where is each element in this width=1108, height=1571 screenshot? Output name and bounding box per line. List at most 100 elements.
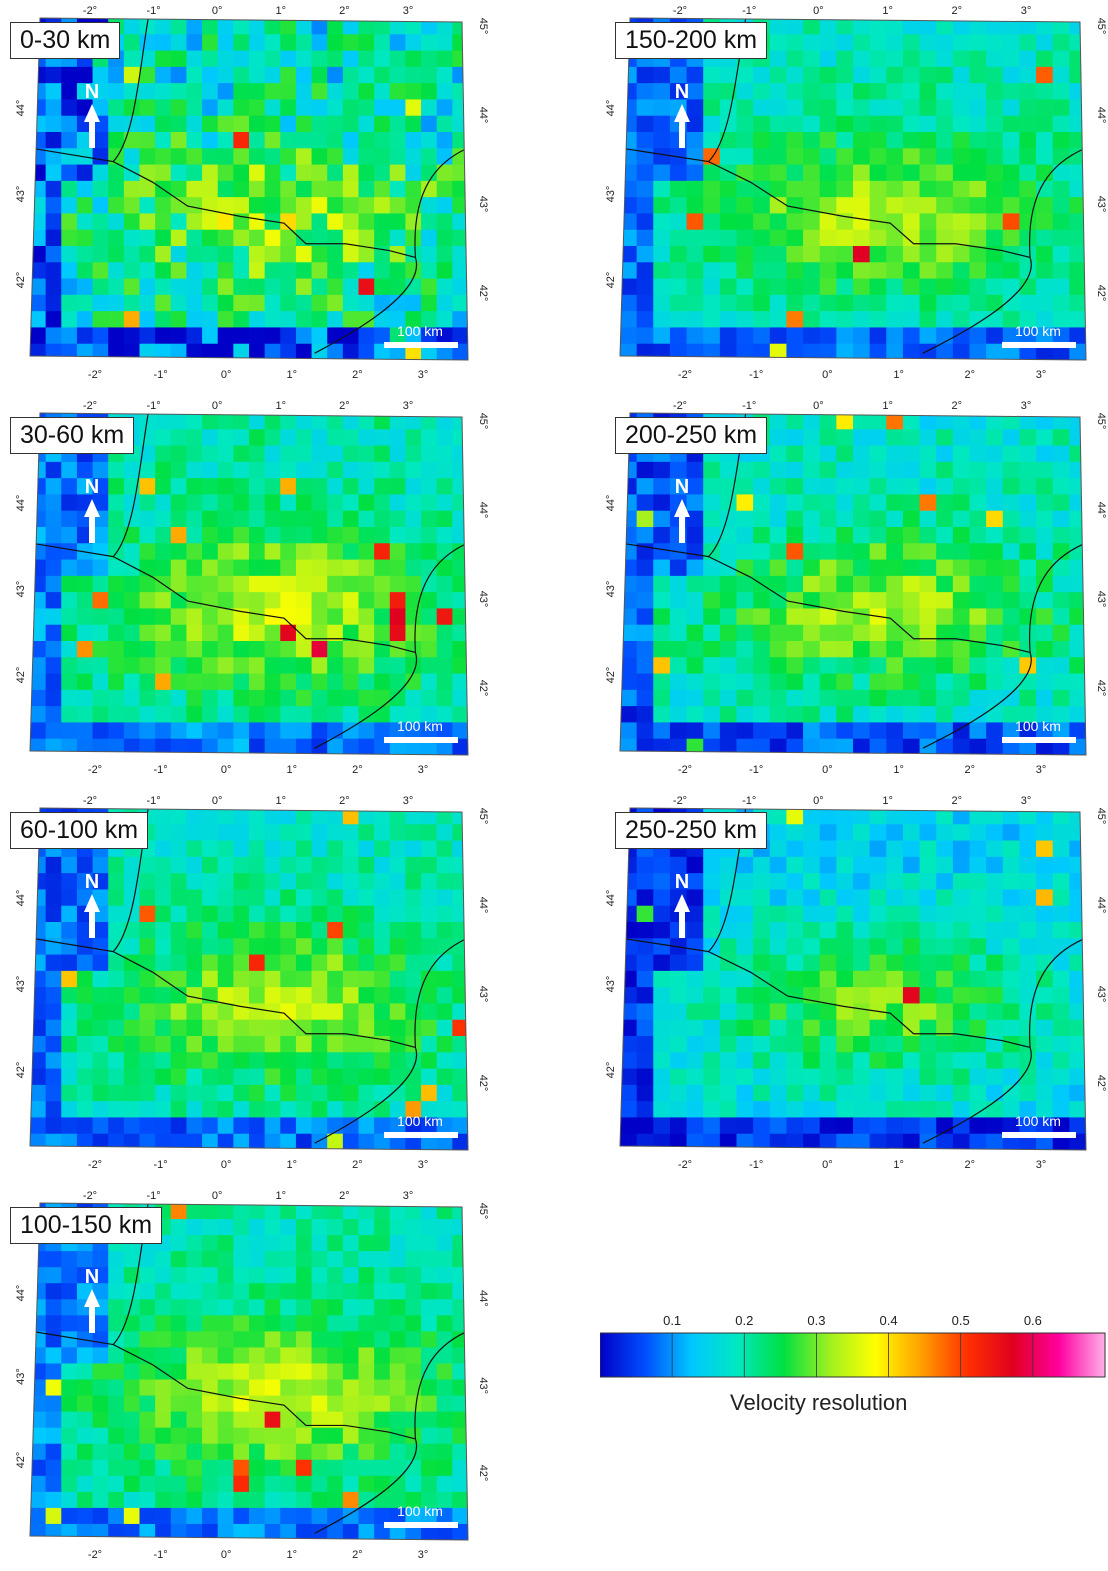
lon-tick-label: 3° <box>418 764 429 776</box>
map-canvas: -2° -1° 0° 1° 2° 3° -2° -1° 0° 1° 2° 3° 44° 43° 42° 45°… <box>15 5 489 381</box>
lon-tick-label: -2° <box>88 764 102 776</box>
north-arrow-icon: N <box>84 871 100 938</box>
map-frame <box>29 1202 469 1541</box>
top-lon-tick-label: -2° <box>673 795 687 807</box>
lon-tick-label: 0° <box>822 1159 833 1171</box>
top-lon-tick-label: 1° <box>276 795 287 807</box>
svg-text:N: N <box>675 476 689 498</box>
right-lat-tick-label: 45° <box>1095 18 1107 35</box>
scale-bar: 100 km <box>1002 323 1076 348</box>
lon-tick-label: 1° <box>893 764 904 776</box>
top-lon-tick-label: 0° <box>813 5 824 17</box>
right-lat-tick-label: 45° <box>477 1203 489 1220</box>
resolution-grid <box>30 18 468 360</box>
right-lat-tick-label: 43° <box>1095 591 1107 608</box>
depth-label: 0-30 km <box>10 22 121 59</box>
right-lat-tick-label: 43° <box>477 986 489 1003</box>
map-frame <box>29 807 469 1151</box>
colorbar-ramp <box>600 1332 1106 1378</box>
top-lon-tick-label: 0° <box>212 1190 223 1202</box>
top-lon-tick-label: 3° <box>403 795 414 807</box>
lat-tick-label: 43° <box>605 581 617 598</box>
right-lat-tick-label: 43° <box>477 196 489 213</box>
map-frame <box>619 412 1087 756</box>
top-lon-tick-label: 0° <box>212 5 223 17</box>
svg-text:N: N <box>85 1266 99 1288</box>
lat-tick-label: 42° <box>15 1452 27 1469</box>
lat-tick-label: 44° <box>15 1285 27 1302</box>
right-lat-tick-label: 44° <box>477 107 489 124</box>
top-lon-tick-label: -1° <box>147 795 161 807</box>
map-panel-p4: -2° -1° 0° 1° 2° 3° -2° -1° 0° 1° 2° 3° 44° 43° 42° 45°… <box>0 1185 490 1570</box>
depth-label: 250-250 km <box>615 812 768 849</box>
top-lon-tick-label: 2° <box>339 1190 350 1202</box>
lat-tick-label: 42° <box>605 667 617 684</box>
top-lon-tick-label: 1° <box>276 1190 287 1202</box>
right-lat-tick-label: 45° <box>477 413 489 430</box>
map-panel-p2: -2° -1° 0° 1° 2° 3° -2° -1° 0° 1° 2° 3° 44° 43° 42° 45°… <box>0 395 490 785</box>
top-lon-tick-label: 1° <box>882 795 893 807</box>
lon-tick-label: -1° <box>154 1159 168 1171</box>
lon-tick-label: 0° <box>221 1159 232 1171</box>
lon-tick-label: -1° <box>154 764 168 776</box>
top-lon-tick-label: 0° <box>212 795 223 807</box>
resolution-grid <box>30 808 468 1150</box>
right-lat-tick-label: 42° <box>1095 680 1107 697</box>
right-lat-tick-label: 44° <box>477 897 489 914</box>
lon-tick-label: -2° <box>88 369 102 381</box>
top-lon-tick-label: 1° <box>276 400 287 412</box>
lon-tick-label: -1° <box>154 369 168 381</box>
top-lon-tick-label: -1° <box>147 5 161 17</box>
top-lon-tick-label: 3° <box>1021 795 1032 807</box>
map-canvas: -2° -1° 0° 1° 2° 3° -2° -1° 0° 1° 2° 3° 44° 43° 42° 45°… <box>605 795 1107 1171</box>
lon-tick-label: 2° <box>352 369 363 381</box>
top-lon-tick-label: -1° <box>742 795 756 807</box>
map-panel-p3: -2° -1° 0° 1° 2° 3° -2° -1° 0° 1° 2° 3° 44° 43° 42° 45°… <box>0 790 490 1180</box>
lon-tick-label: 1° <box>287 1159 298 1171</box>
lat-tick-label: 42° <box>605 1062 617 1079</box>
top-lon-tick-label: 3° <box>403 400 414 412</box>
lat-tick-label: 44° <box>605 890 617 907</box>
map-panel-p1: -2° -1° 0° 1° 2° 3° -2° -1° 0° 1° 2° 3° 44° 43° 42° 45°… <box>0 0 490 390</box>
lon-tick-label: 1° <box>287 369 298 381</box>
top-lon-tick-label: 3° <box>403 5 414 17</box>
top-lon-tick-label: 0° <box>813 795 824 807</box>
coastline-borders <box>30 413 468 749</box>
map-panel-p7: -2° -1° 0° 1° 2° 3° -2° -1° 0° 1° 2° 3° 44° 43° 42° 45°… <box>590 790 1108 1180</box>
coastline-borders <box>30 18 468 354</box>
top-lon-tick-label: -2° <box>83 1190 97 1202</box>
lat-tick-label: 42° <box>15 272 27 289</box>
top-lon-tick-label: 3° <box>1021 5 1032 17</box>
right-lat-tick-label: 43° <box>477 1377 489 1394</box>
right-lat-tick-label: 42° <box>477 680 489 697</box>
right-lat-tick-label: 42° <box>1095 1075 1107 1092</box>
top-lon-tick-label: 2° <box>952 5 963 17</box>
lon-tick-label: -2° <box>678 369 692 381</box>
svg-text:N: N <box>85 476 99 498</box>
right-lat-tick-label: 45° <box>477 808 489 825</box>
resolution-grid <box>620 413 1086 755</box>
right-lat-tick-label: 45° <box>1095 413 1107 430</box>
lat-tick-label: 42° <box>15 1062 27 1079</box>
lon-tick-label: -1° <box>154 1549 168 1561</box>
right-lat-tick-label: 45° <box>1095 808 1107 825</box>
lat-tick-label: 44° <box>605 100 617 117</box>
svg-text:N: N <box>85 871 99 893</box>
scale-bar: 100 km <box>1002 1113 1076 1138</box>
lon-tick-label: 3° <box>1036 1159 1047 1171</box>
right-lat-tick-label: 44° <box>477 1290 489 1307</box>
depth-label: 200-250 km <box>615 417 768 454</box>
lon-tick-label: 1° <box>287 764 298 776</box>
map-frame <box>29 17 469 361</box>
top-lon-tick-label: 2° <box>339 5 350 17</box>
svg-text:N: N <box>85 81 99 103</box>
lon-tick-label: 2° <box>352 764 363 776</box>
colorbar-tick-label: 0.1 <box>663 1313 681 1328</box>
north-arrow-icon: N <box>84 1266 100 1333</box>
lon-tick-label: 0° <box>221 764 232 776</box>
scale-bar: 100 km <box>384 1503 458 1528</box>
lon-tick-label: 1° <box>893 369 904 381</box>
lon-tick-label: 0° <box>221 369 232 381</box>
map-frame <box>29 412 469 756</box>
lon-tick-label: -1° <box>749 764 763 776</box>
